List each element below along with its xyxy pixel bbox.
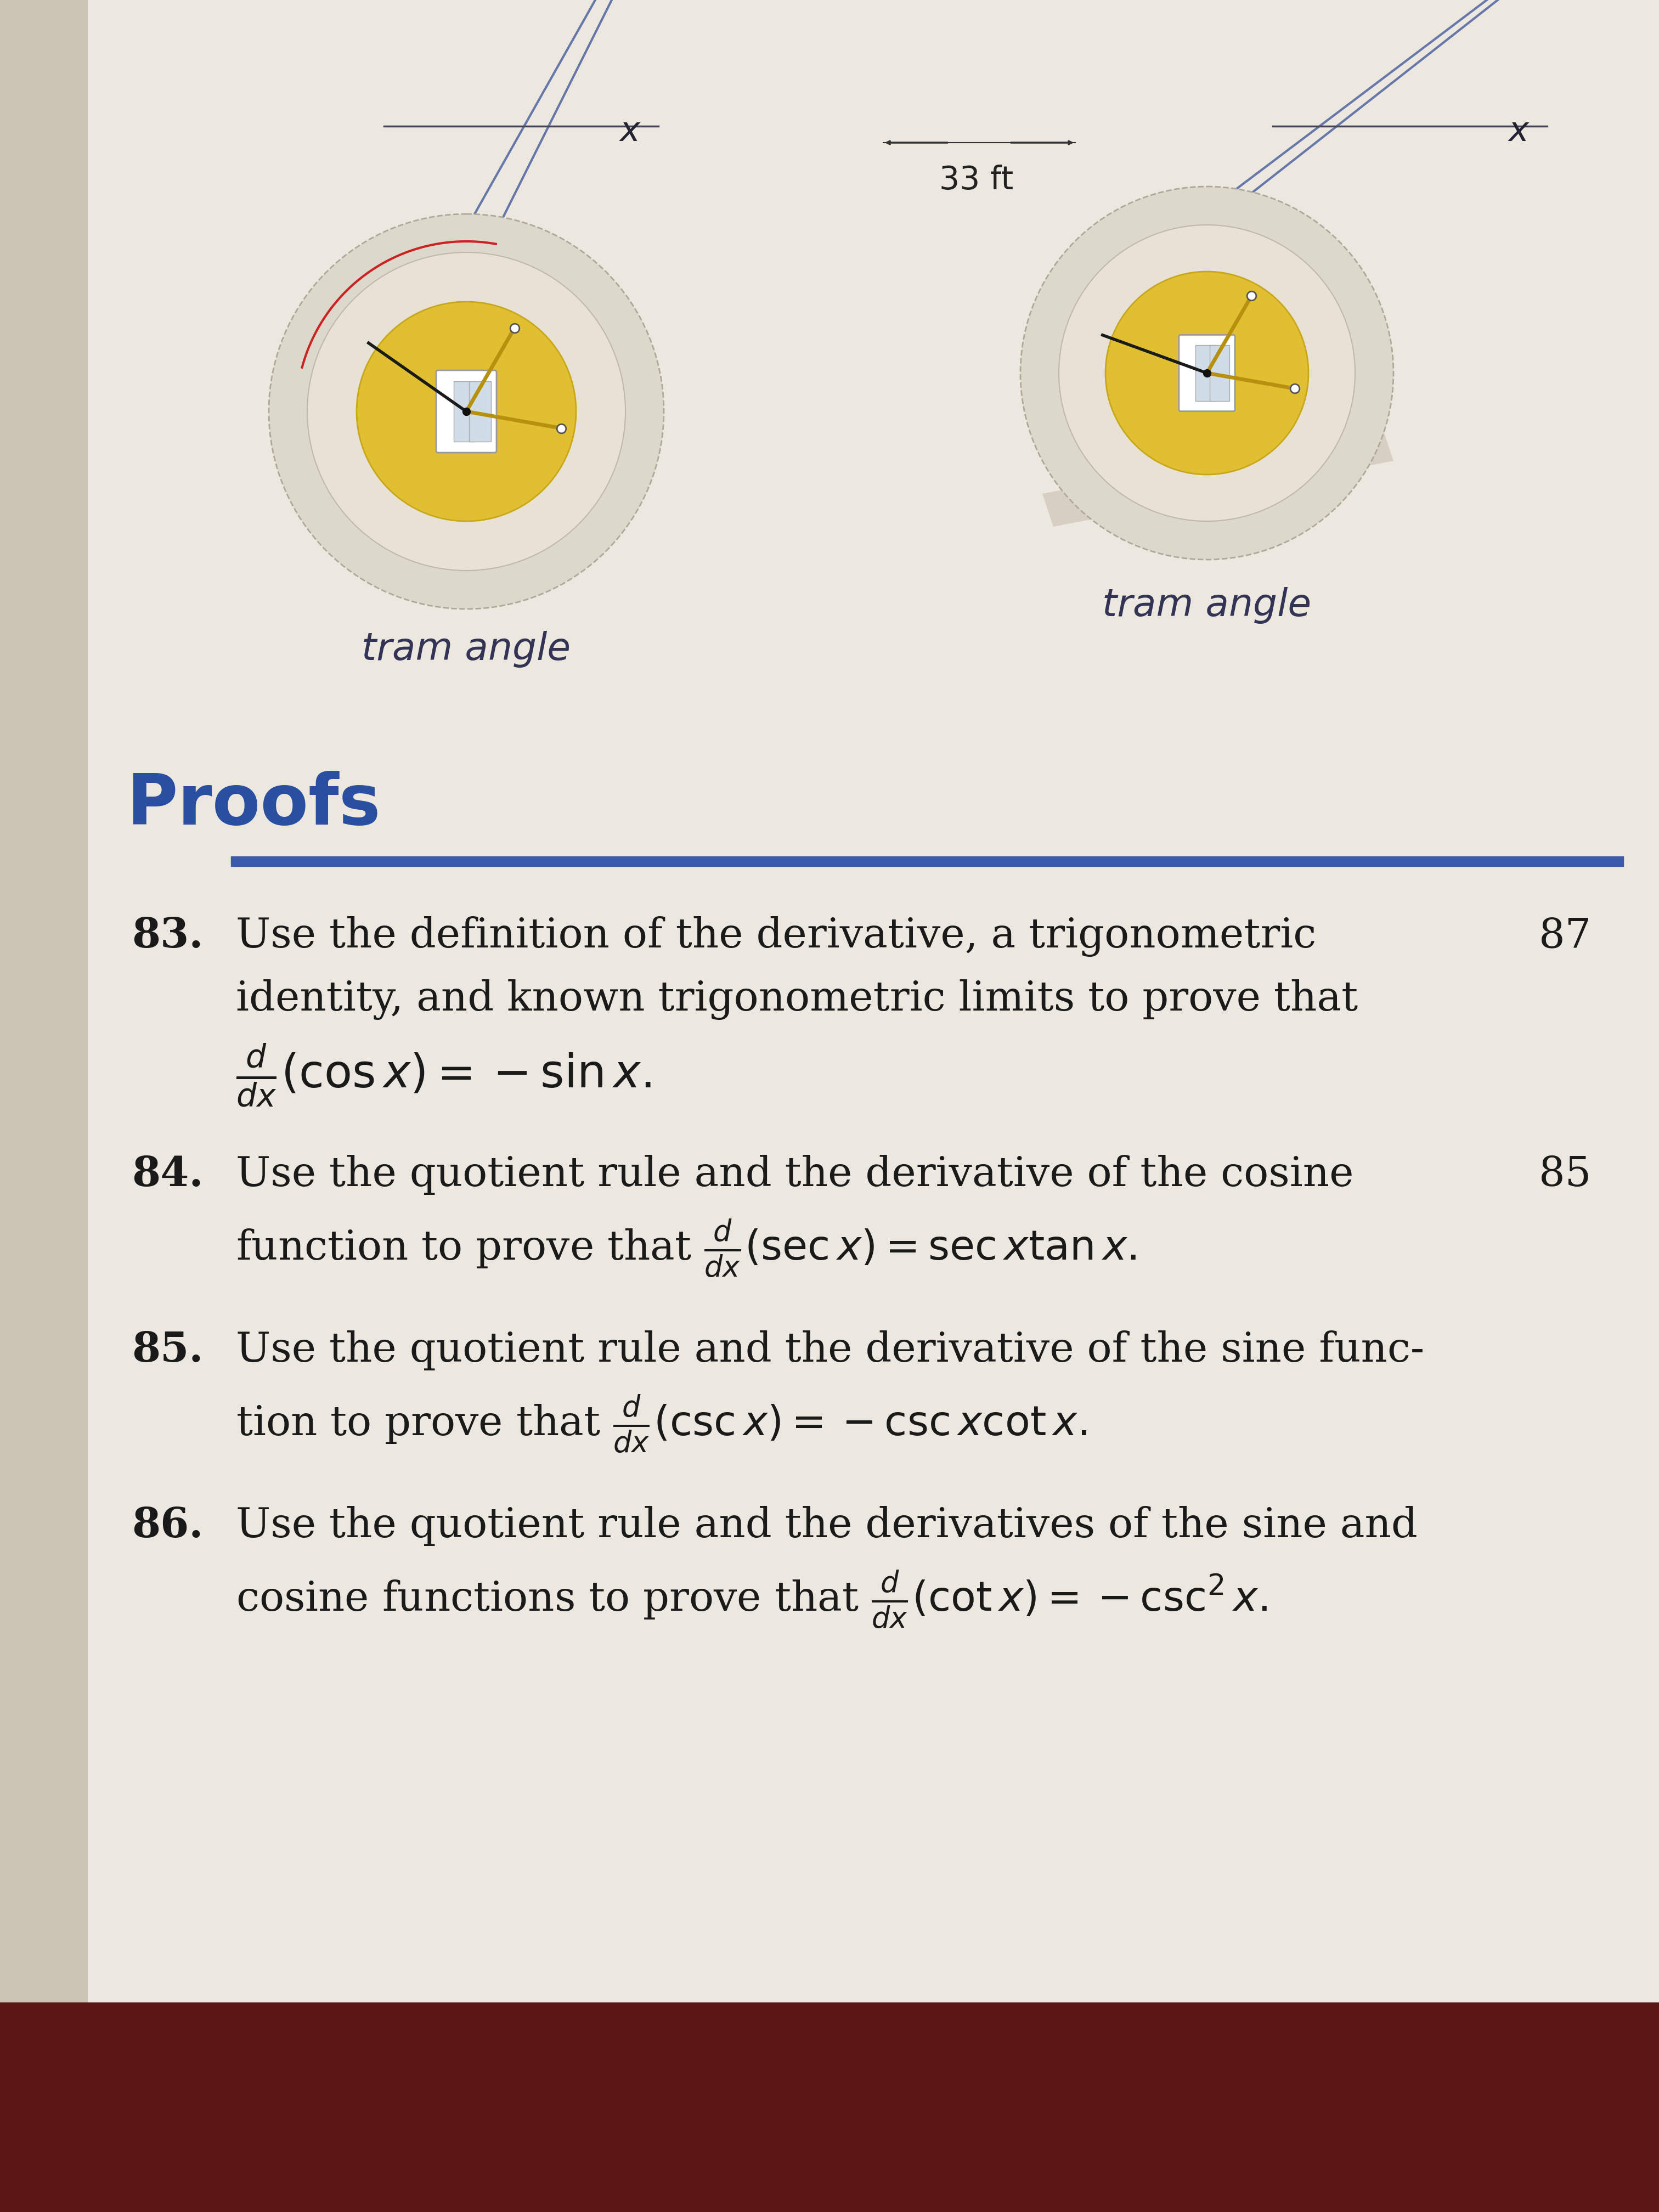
Text: 86.: 86. <box>131 1506 204 1546</box>
Bar <box>1209 345 1229 400</box>
Circle shape <box>1058 226 1355 522</box>
FancyBboxPatch shape <box>1180 334 1234 411</box>
Text: 33 ft: 33 ft <box>939 164 1014 197</box>
Text: tram angle: tram angle <box>1102 586 1312 624</box>
Text: cosine functions to prove that $\frac{d}{dx}(\cot x) = -\csc^2 x.$: cosine functions to prove that $\frac{d}… <box>236 1568 1267 1630</box>
Text: 83.: 83. <box>131 916 204 956</box>
Bar <box>0 2002 1659 2212</box>
Text: Proofs: Proofs <box>126 770 380 838</box>
Text: x: x <box>1508 115 1530 148</box>
Text: x: x <box>620 115 640 148</box>
Text: identity, and known trigonometric limits to prove that: identity, and known trigonometric limits… <box>236 980 1359 1020</box>
Bar <box>469 380 491 442</box>
Text: tram angle: tram angle <box>362 630 571 668</box>
Bar <box>1196 345 1216 400</box>
Circle shape <box>307 252 625 571</box>
Text: tion to prove that $\frac{d}{dx}(\csc x) = -\csc x\cot x.$: tion to prove that $\frac{d}{dx}(\csc x)… <box>236 1394 1087 1455</box>
Text: Use the quotient rule and the derivatives of the sine and: Use the quotient rule and the derivative… <box>236 1506 1417 1546</box>
Circle shape <box>269 215 664 608</box>
Polygon shape <box>1042 427 1394 526</box>
Text: 85.: 85. <box>131 1329 204 1371</box>
Text: 85: 85 <box>1538 1155 1591 1194</box>
Bar <box>455 380 476 442</box>
Bar <box>0 0 88 2212</box>
Text: Use the quotient rule and the derivative of the cosine: Use the quotient rule and the derivative… <box>236 1155 1354 1194</box>
Circle shape <box>1020 186 1394 560</box>
Text: 87: 87 <box>1538 916 1591 956</box>
Text: 84.: 84. <box>131 1155 204 1194</box>
Text: Use the quotient rule and the derivative of the sine func-: Use the quotient rule and the derivative… <box>236 1329 1425 1371</box>
Text: function to prove that $\frac{d}{dx}(\sec x) = \sec x\tan x.$: function to prove that $\frac{d}{dx}(\se… <box>236 1219 1136 1279</box>
Text: $\frac{d}{dx}(\cos x) = -\sin x.$: $\frac{d}{dx}(\cos x) = -\sin x.$ <box>236 1042 650 1108</box>
FancyBboxPatch shape <box>436 369 496 453</box>
Circle shape <box>357 301 576 522</box>
Circle shape <box>1105 272 1309 476</box>
Text: Use the definition of the derivative, a trigonometric: Use the definition of the derivative, a … <box>236 916 1316 958</box>
